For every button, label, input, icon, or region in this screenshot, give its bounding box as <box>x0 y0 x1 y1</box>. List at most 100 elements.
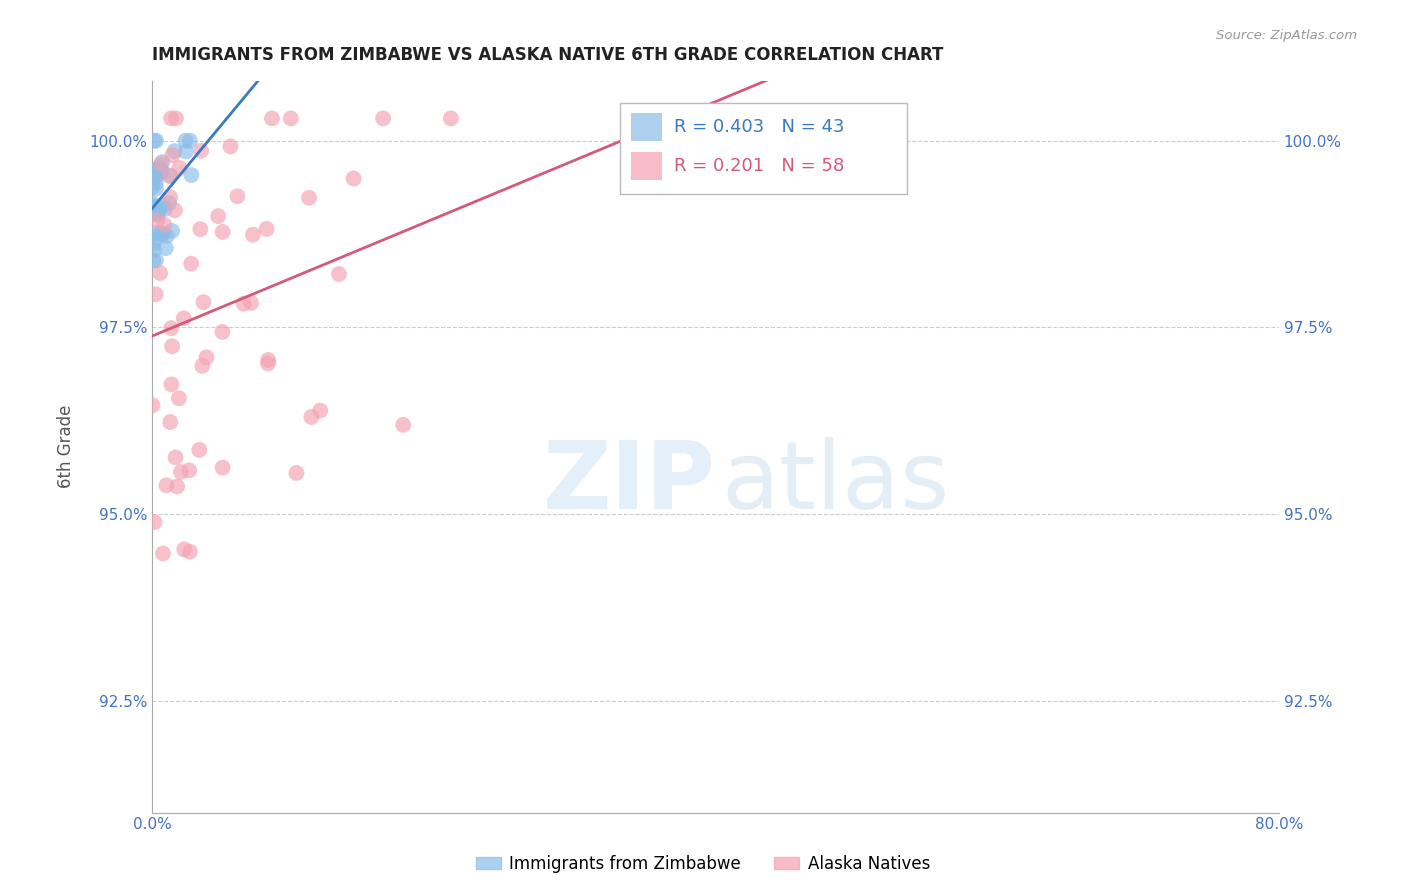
Point <box>371 112 394 126</box>
Point <box>160 339 183 353</box>
Point <box>440 112 463 126</box>
Point <box>155 241 177 255</box>
Point <box>157 196 180 211</box>
Point <box>142 253 165 268</box>
Legend: Immigrants from Zimbabwe, Alaska Natives: Immigrants from Zimbabwe, Alaska Natives <box>470 848 936 880</box>
Point <box>173 311 195 326</box>
Point <box>193 295 215 310</box>
Point <box>240 296 263 310</box>
Point <box>145 181 167 195</box>
Point <box>156 229 179 244</box>
Point <box>174 134 197 148</box>
Point <box>179 134 201 148</box>
Point <box>143 243 166 257</box>
Point <box>145 176 167 190</box>
Point <box>142 134 165 148</box>
Point <box>146 213 169 227</box>
Point <box>142 199 165 213</box>
Point <box>159 169 181 183</box>
Point <box>226 189 249 203</box>
Point <box>190 222 212 236</box>
Point <box>298 191 321 205</box>
Text: R = 0.403   N = 43: R = 0.403 N = 43 <box>673 118 844 136</box>
Point <box>242 227 264 242</box>
FancyBboxPatch shape <box>620 103 907 194</box>
Point <box>141 196 163 211</box>
Point <box>188 442 211 457</box>
Point <box>143 163 166 178</box>
Point <box>148 200 170 214</box>
Point <box>299 409 322 424</box>
Point <box>160 321 183 335</box>
Point <box>260 112 283 126</box>
Point <box>160 377 183 392</box>
Point <box>257 353 280 368</box>
Point <box>191 359 214 373</box>
Point <box>142 237 165 252</box>
Point <box>219 139 242 153</box>
Text: ZIP: ZIP <box>543 437 716 529</box>
Point <box>163 144 186 158</box>
Point <box>159 190 181 204</box>
Point <box>153 218 176 232</box>
Point <box>163 203 186 218</box>
Point <box>166 479 188 493</box>
Point <box>167 391 190 405</box>
Point <box>280 112 302 126</box>
Point <box>149 266 172 280</box>
Point <box>141 180 163 194</box>
Point <box>160 112 183 126</box>
Point <box>173 542 195 557</box>
Point <box>143 515 166 529</box>
Point <box>142 164 165 178</box>
Point <box>148 203 170 218</box>
Point <box>170 465 193 479</box>
Point <box>256 222 278 236</box>
Point <box>165 450 187 465</box>
Point <box>149 226 172 240</box>
Point <box>150 164 173 178</box>
Point <box>146 162 169 177</box>
Point <box>150 155 173 169</box>
Point <box>152 546 174 560</box>
Point <box>179 545 201 559</box>
Point <box>207 209 229 223</box>
Point <box>145 253 167 268</box>
Point <box>143 200 166 214</box>
Point <box>179 463 201 477</box>
Point <box>146 208 169 222</box>
Point <box>142 173 165 187</box>
Point <box>149 157 172 171</box>
Point <box>180 168 202 182</box>
Text: atlas: atlas <box>721 437 949 529</box>
Point <box>160 224 183 238</box>
Point <box>211 325 233 339</box>
Point <box>150 227 173 241</box>
Point <box>153 202 176 216</box>
Bar <box>631 113 662 141</box>
Text: R = 0.201   N = 58: R = 0.201 N = 58 <box>673 157 844 175</box>
Point <box>162 148 184 162</box>
Point <box>143 207 166 221</box>
Point <box>309 403 332 417</box>
Point <box>145 287 167 301</box>
Point <box>159 415 181 429</box>
Point <box>232 297 254 311</box>
Point <box>148 168 170 182</box>
Point <box>149 161 172 175</box>
Point <box>149 165 172 179</box>
Point <box>195 351 218 365</box>
Bar <box>631 152 662 180</box>
Point <box>211 460 233 475</box>
Point <box>141 398 163 412</box>
Point <box>392 417 415 432</box>
Point <box>257 357 280 371</box>
Point <box>285 466 308 480</box>
Point <box>211 225 233 239</box>
Text: IMMIGRANTS FROM ZIMBABWE VS ALASKA NATIVE 6TH GRADE CORRELATION CHART: IMMIGRANTS FROM ZIMBABWE VS ALASKA NATIV… <box>152 46 943 64</box>
Point <box>142 227 165 241</box>
Point <box>328 267 350 281</box>
Point <box>190 144 212 158</box>
Point <box>342 171 364 186</box>
Point <box>180 257 202 271</box>
